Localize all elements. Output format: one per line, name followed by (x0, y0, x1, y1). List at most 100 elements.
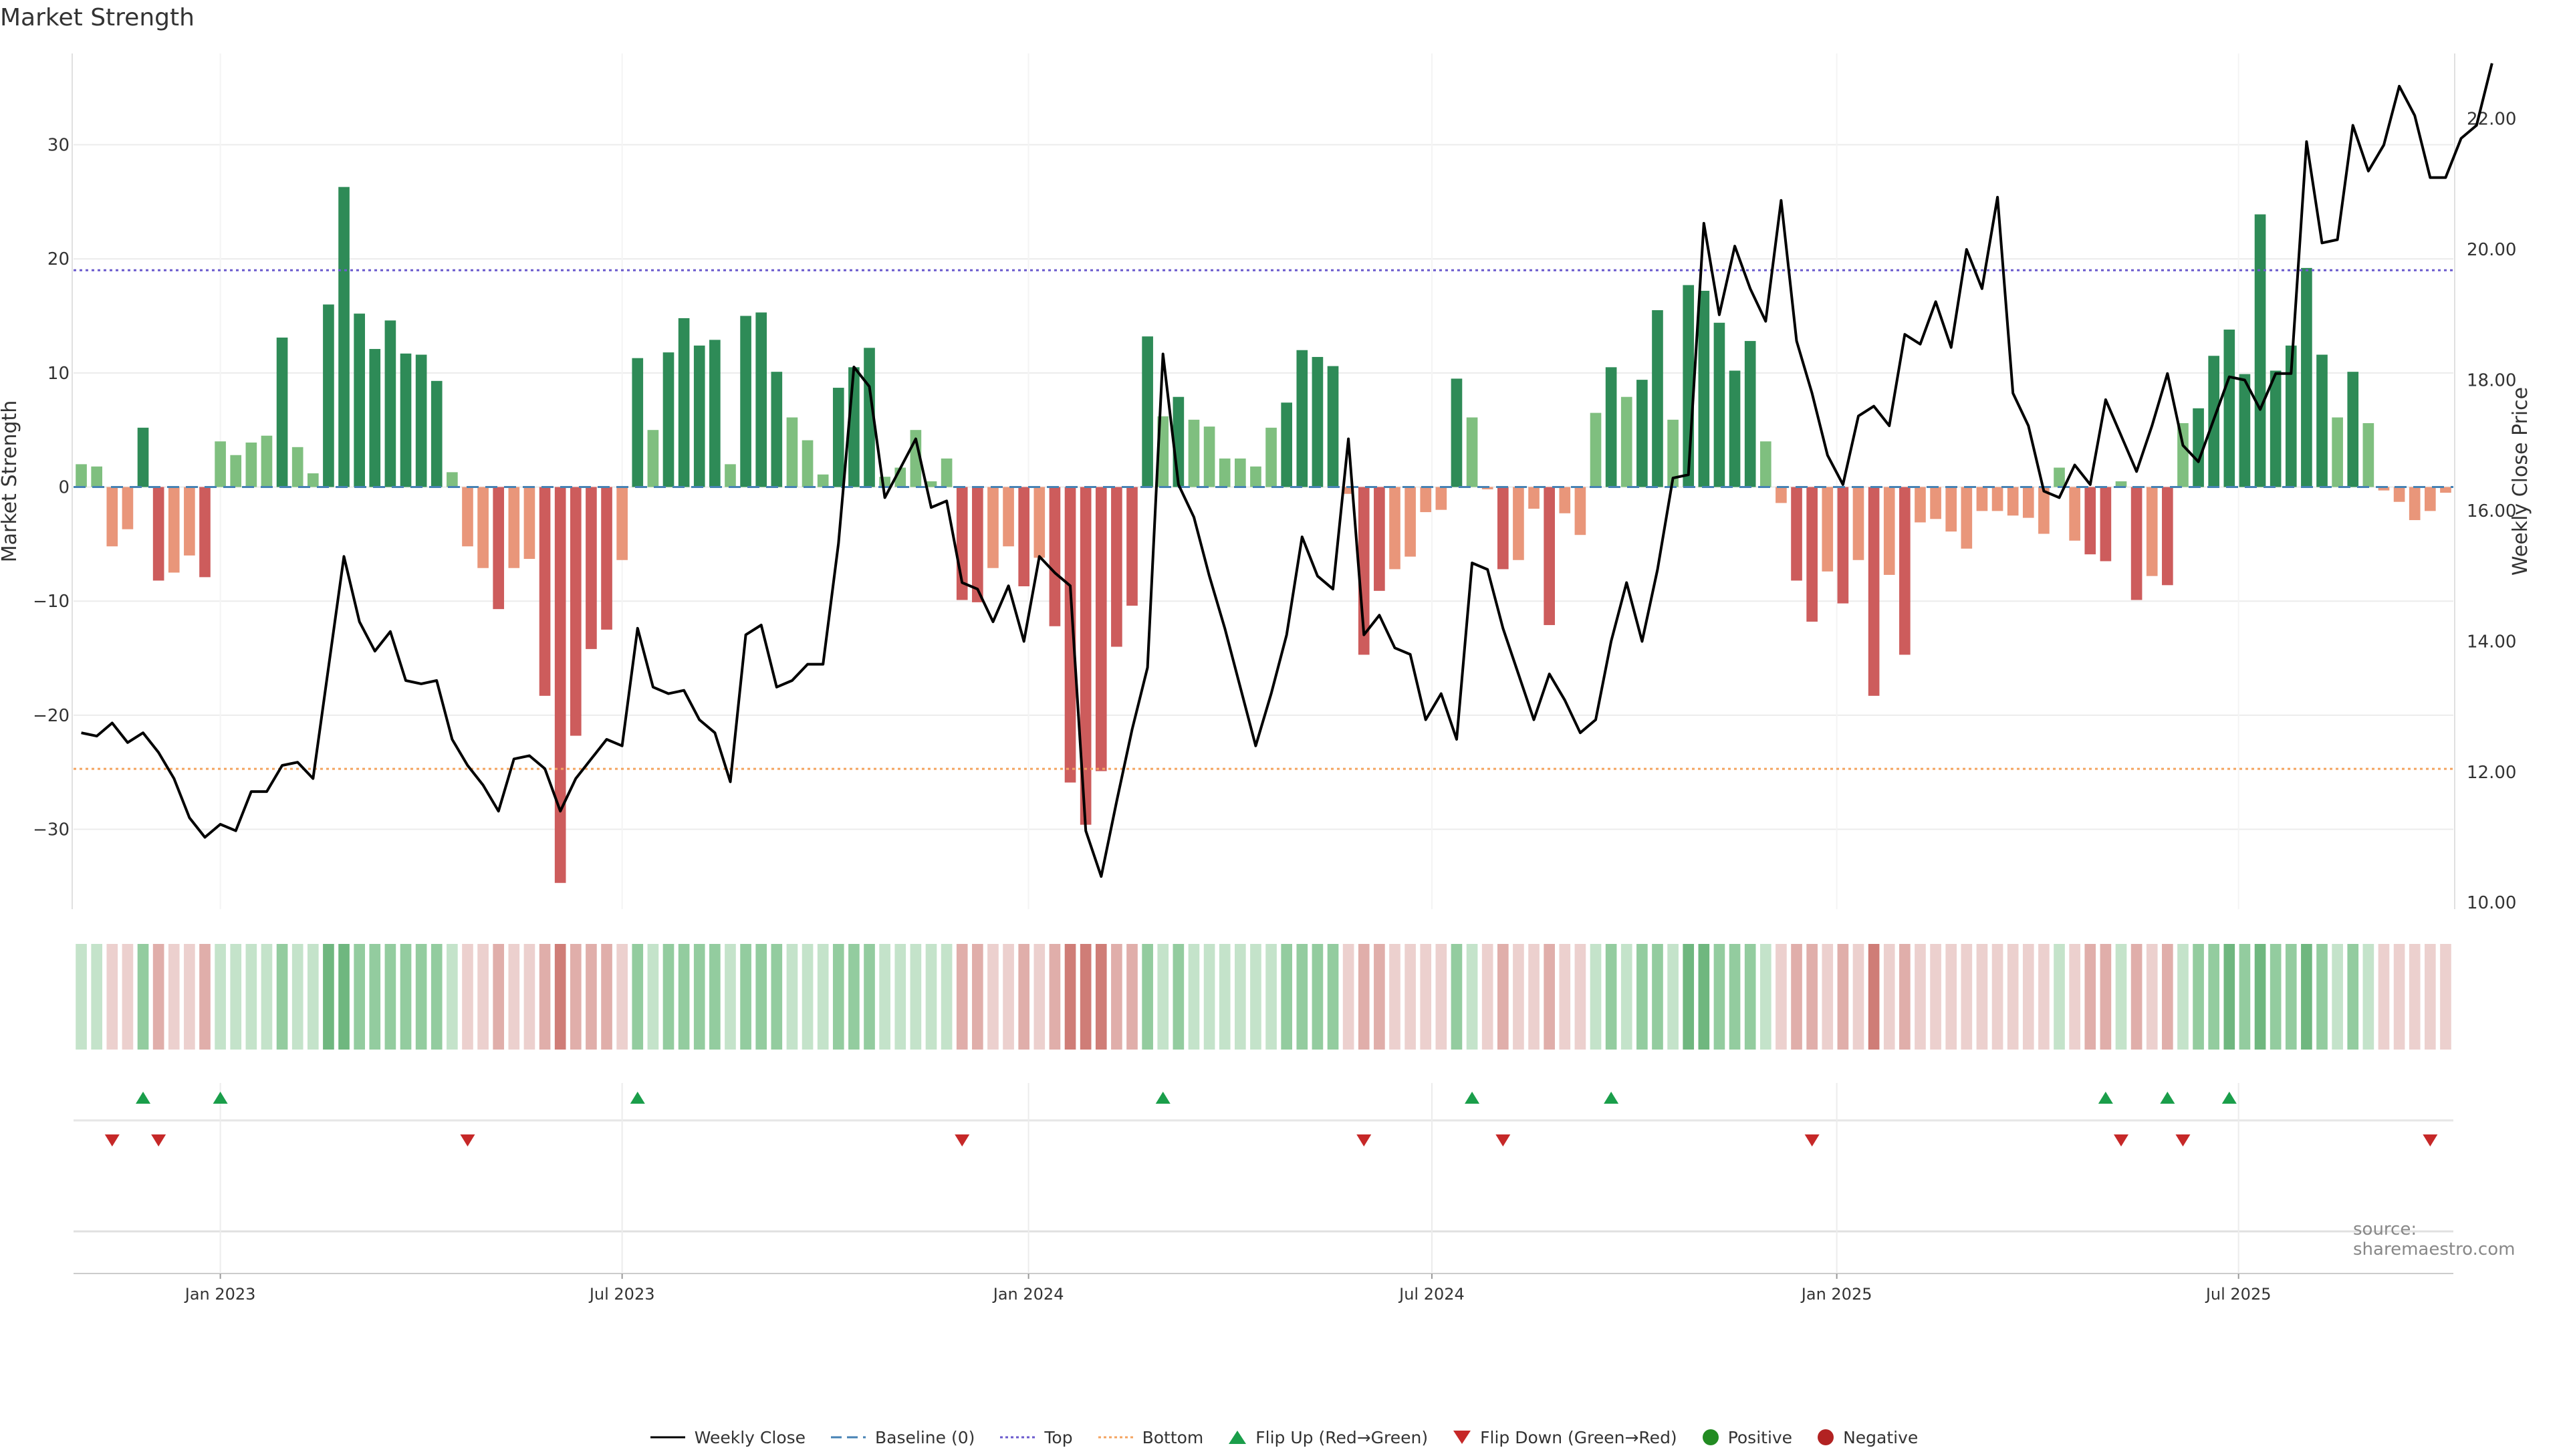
state-strip-cell (693, 944, 705, 1050)
strength-bar (601, 487, 612, 630)
y-tick-label: −20 (33, 706, 70, 726)
strength-bar (2254, 214, 2266, 487)
state-strip-cell (2409, 944, 2421, 1050)
state-strip-cell (1389, 944, 1400, 1050)
strength-bar (1852, 487, 1864, 560)
strength-bar (1250, 466, 1261, 487)
state-strip-cell (662, 944, 675, 1050)
state-strip-cell (956, 944, 968, 1050)
state-strip-cell (894, 944, 906, 1050)
strength-bar (2100, 487, 2112, 562)
strength-bar (2038, 487, 2050, 534)
state-strip-cell (941, 944, 953, 1050)
state-strip-cell (2316, 944, 2328, 1050)
flip-up-marker (213, 1092, 228, 1104)
strength-bar (523, 487, 535, 560)
strength-bar (1961, 487, 1973, 549)
state-strip-cell (1961, 944, 1973, 1050)
state-strip-cell (493, 944, 505, 1050)
strength-bar (2115, 481, 2127, 487)
strength-bar (493, 487, 505, 610)
strength-bar (1528, 487, 1540, 509)
state-strip-cell (152, 944, 164, 1050)
strength-bar (1605, 367, 1617, 487)
state-strip-cell (1837, 944, 1849, 1050)
y2-tick-label: 18.00 (2467, 371, 2516, 391)
strength-bar (2223, 330, 2235, 487)
state-strip-cell (215, 944, 226, 1050)
flip-up-marker (1155, 1092, 1171, 1104)
strength-bar (1389, 487, 1400, 570)
legend-dotted-bottom-icon (1098, 1436, 1133, 1439)
state-strip-cell (1930, 944, 1941, 1050)
strength-bar (570, 487, 582, 736)
strength-bar (2146, 487, 2158, 576)
state-strip-cell (725, 944, 736, 1050)
legend-label: Flip Up (Red→Green) (1255, 1427, 1429, 1447)
state-strip-cell (1528, 944, 1540, 1050)
strength-bar (1930, 487, 1941, 519)
strength-bar (1497, 487, 1509, 570)
state-strip-cell (2115, 944, 2127, 1050)
state-strip-cell (1652, 944, 1663, 1050)
legend-label: Negative (1843, 1427, 1919, 1447)
state-strip-cell (1759, 944, 1771, 1050)
state-strip-cell (137, 944, 149, 1050)
legend-item-weekly-close: Weekly Close (649, 1428, 806, 1447)
state-strip-cell (1157, 944, 1169, 1050)
strength-bar (2130, 487, 2143, 600)
strength-bar (1883, 487, 1895, 575)
state-strip-cell (1374, 944, 1385, 1050)
state-strip-cell (2425, 944, 2436, 1050)
state-strip-cell (1636, 944, 1648, 1050)
state-strip-cell (1296, 944, 1308, 1050)
strength-bar (447, 472, 458, 487)
state-strip-cell (1852, 944, 1864, 1050)
strength-bar (1915, 487, 1926, 523)
strength-bar (384, 320, 396, 487)
strength-bar (2301, 267, 2312, 487)
strength-bar (1111, 487, 1122, 647)
strength-bar (122, 487, 134, 529)
y2-tick-label: 16.00 (2467, 501, 2516, 521)
state-strip-cell (1806, 944, 1818, 1050)
y2-axis-label: Weekly Close Price (2509, 387, 2532, 576)
strength-bar (740, 316, 751, 487)
strength-bar (1018, 487, 1030, 587)
strength-bar (941, 458, 953, 487)
state-strip-cell (2022, 944, 2034, 1050)
strength-bar (338, 187, 350, 487)
strength-bar (276, 337, 288, 487)
strength-bar (477, 487, 489, 568)
strength-bar (1776, 487, 1787, 503)
state-strip-cell (1883, 944, 1895, 1050)
state-strip-cell (925, 944, 937, 1050)
state-strip-cell (369, 944, 381, 1050)
flip-down-marker (2423, 1134, 2438, 1146)
strength-bar (1667, 419, 1679, 487)
y2-tick-label: 12.00 (2467, 763, 2516, 783)
strength-bar (709, 340, 721, 487)
strength-bar (1064, 487, 1076, 783)
strength-bar (832, 388, 844, 487)
state-strip-cell (2440, 944, 2451, 1050)
x-tick-label: Jan 2024 (992, 1285, 1064, 1304)
strength-bar (1822, 487, 1834, 572)
strength-bar (1590, 412, 1602, 487)
strength-bar (1312, 356, 1324, 487)
strength-bar (1049, 487, 1061, 626)
state-strip-cell (338, 944, 350, 1050)
strength-bar (1976, 487, 1988, 511)
state-strip-cell (1173, 944, 1185, 1050)
strength-bar (1868, 487, 1880, 696)
flip-down-marker (460, 1134, 475, 1146)
state-strip-cell (168, 944, 180, 1050)
state-strip-cell (2285, 944, 2297, 1050)
state-strip-cell (910, 944, 922, 1050)
state-strip-cell (2393, 944, 2405, 1050)
flip-up-marker (630, 1092, 645, 1104)
state-strip-cell (1358, 944, 1370, 1050)
strength-bar (1033, 487, 1046, 558)
state-strip-cell (2254, 944, 2266, 1050)
